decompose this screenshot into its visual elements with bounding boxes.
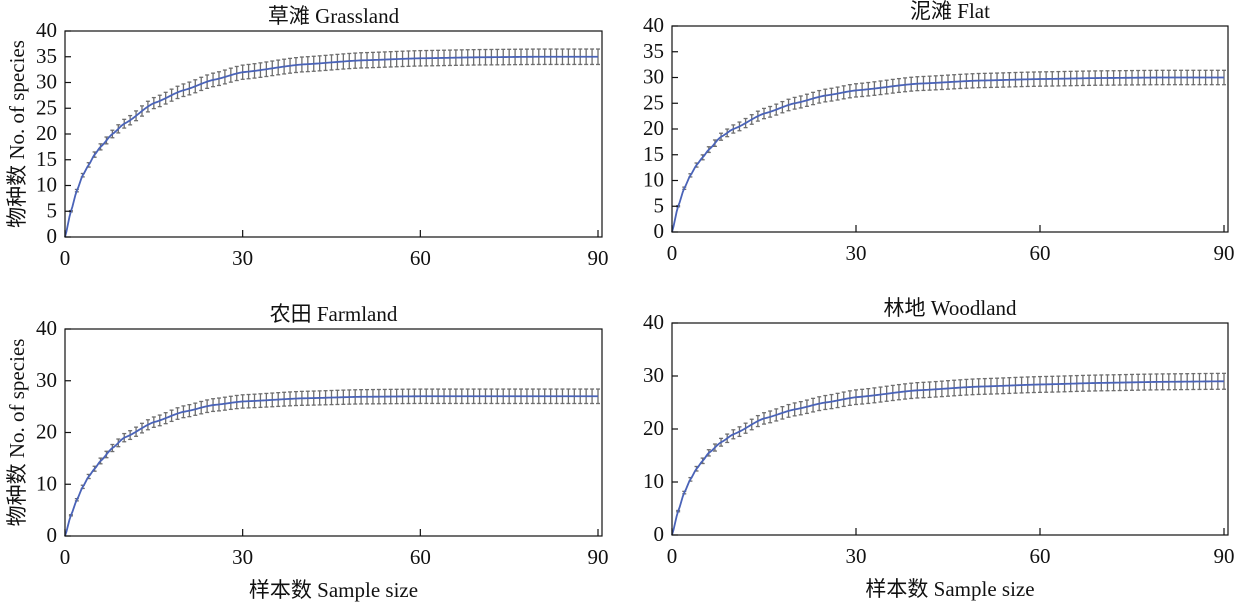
y-tick-label: 30 [643,363,664,387]
panel-3: 林地 Woodland 0 10 20 30 40 0 30 60 90 样本数 Sample si… [643,296,1235,601]
y-tick-label: 30 [36,70,57,94]
plot-frame [64,328,603,537]
y-tick-label: 15 [36,147,57,171]
rarefaction-curve [64,395,598,537]
y-tick-label: 20 [36,121,57,145]
y-tick-label: 40 [643,13,664,37]
x-tick-label: 0 [667,544,678,568]
error-bars [676,69,1226,208]
y-tick-label: 10 [36,173,57,197]
x-axis-label: 样本数 Sample size [249,578,418,602]
panel-title: 农田 Farmland [270,302,398,326]
y-tick-label: 35 [643,39,664,63]
y-tick-label: 30 [643,65,664,89]
rarefaction-curve [671,76,1224,233]
panel-title: 泥滩 Flat [910,0,990,23]
y-tick-label: 20 [36,420,57,444]
x-axis-label: 样本数 Sample size [865,577,1034,601]
panel-2: 农田 Farmland 0 10 20 30 40 0 30 60 90 物种数 No. of sp… [5,302,609,602]
x-tick-label: 60 [410,545,431,569]
x-tick-label: 90 [588,246,609,270]
error-bars [676,372,1226,513]
y-tick-label: 25 [36,95,57,119]
x-tick-label: 30 [846,544,867,568]
y-tick-label: 10 [643,469,664,493]
x-tick-label: 90 [1214,544,1235,568]
y-tick-label: 5 [654,193,665,217]
error-bars [68,48,600,213]
y-tick-label: 20 [643,116,664,140]
x-tick-label: 30 [232,545,253,569]
y-tick-label: 5 [47,198,58,222]
y-tick-label: 10 [643,168,664,192]
y-tick-label: 15 [643,142,664,166]
y-tick-label: 40 [36,18,57,42]
plot-frame [671,25,1229,233]
x-tick-label: 30 [232,246,253,270]
x-tick-label: 90 [1214,241,1235,265]
panel-title: 林地 Woodland [883,296,1017,320]
x-tick-label: 0 [667,241,678,265]
y-axis-label: 物种数 No. of species [5,40,29,228]
plot-frame [671,322,1229,536]
y-tick-label: 0 [47,523,58,547]
x-tick-label: 30 [846,241,867,265]
y-tick-label: 35 [36,44,57,68]
x-tick-label: 90 [588,545,609,569]
y-tick-label: 20 [643,416,664,440]
y-tick-label: 0 [654,522,665,546]
panel-title: 草滩 Grassland [268,4,400,28]
x-tick-label: 60 [410,246,431,270]
y-tick-label: 30 [36,368,57,392]
y-tick-label: 0 [47,224,58,248]
y-tick-label: 0 [654,219,665,243]
x-tick-label: 60 [1030,241,1051,265]
x-tick-label: 60 [1030,544,1051,568]
error-bars [68,388,600,517]
x-tick-label: 0 [60,246,71,270]
x-tick-label: 0 [60,545,71,569]
y-tick-label: 40 [36,316,57,340]
rarefaction-curve [671,380,1225,536]
rarefaction-curve [64,55,598,238]
y-axis-label: 物种数 No. of species [5,339,29,527]
y-tick-label: 40 [643,310,664,334]
y-tick-label: 25 [643,90,664,114]
y-tick-label: 10 [36,471,57,495]
